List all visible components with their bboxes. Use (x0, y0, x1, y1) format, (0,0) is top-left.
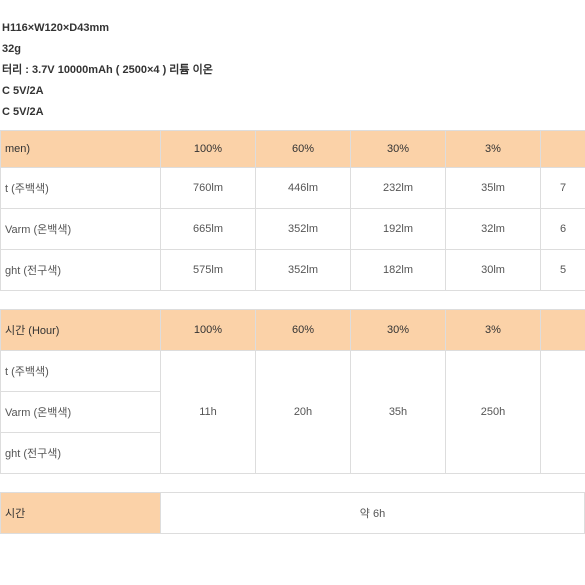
charge-table: 시간 약 6h (0, 492, 585, 534)
cell: 232lm (351, 168, 446, 209)
spec-dimensions: H116×W120×D43mm (0, 18, 585, 39)
hour-table: 시간 (Hour) 100% 60% 30% 3% t (주백색) 11h 20… (0, 309, 585, 474)
table-row: ght (전구색) 575lm 352lm 182lm 30lm 5 (1, 250, 585, 291)
cell: 35h (351, 351, 446, 474)
lumen-table: men) 100% 60% 30% 3% t (주백색) 760lm 446lm… (0, 130, 585, 291)
col-100: 100% (161, 310, 256, 351)
cell: 7 (541, 168, 585, 209)
col-last (541, 310, 585, 351)
spec-input: C 5V/2A (0, 81, 585, 102)
row-label: Varm (온백색) (1, 392, 161, 433)
cell: 11h (161, 351, 256, 474)
cell (541, 351, 585, 474)
cell: 32lm (446, 209, 541, 250)
cell: 250h (446, 351, 541, 474)
charge-label: 시간 (1, 493, 161, 534)
spec-battery: 터리 : 3.7V 10000mAh ( 2500×4 ) 리튬 이온 (0, 60, 585, 81)
col-60: 60% (256, 131, 351, 168)
table-row: 시간 약 6h (1, 493, 585, 534)
spec-list: H116×W120×D43mm 32g 터리 : 3.7V 10000mAh (… (0, 0, 585, 130)
cell: 5 (541, 250, 585, 291)
cell: 6 (541, 209, 585, 250)
cell: 760lm (161, 168, 256, 209)
col-60: 60% (256, 310, 351, 351)
hour-header-main: 시간 (Hour) (1, 310, 161, 351)
col-3: 3% (446, 310, 541, 351)
charge-value: 약 6h (161, 493, 585, 534)
row-label: ght (전구색) (1, 433, 161, 474)
row-label: t (주백색) (1, 351, 161, 392)
cell: 35lm (446, 168, 541, 209)
cell: 352lm (256, 250, 351, 291)
cell: 30lm (446, 250, 541, 291)
spec-weight: 32g (0, 39, 585, 60)
table-row: t (주백색) 760lm 446lm 232lm 35lm 7 (1, 168, 585, 209)
cell: 182lm (351, 250, 446, 291)
cell: 352lm (256, 209, 351, 250)
table-header-row: 시간 (Hour) 100% 60% 30% 3% (1, 310, 585, 351)
table-row: t (주백색) 11h 20h 35h 250h (1, 351, 585, 392)
cell: 446lm (256, 168, 351, 209)
col-3: 3% (446, 131, 541, 168)
table-row: Varm (온백색) 665lm 352lm 192lm 32lm 6 (1, 209, 585, 250)
lumen-header-main: men) (1, 131, 161, 168)
row-label: ght (전구색) (1, 250, 161, 291)
spec-output: C 5V/2A (0, 102, 585, 123)
table-header-row: men) 100% 60% 30% 3% (1, 131, 585, 168)
cell: 192lm (351, 209, 446, 250)
cell: 575lm (161, 250, 256, 291)
row-label: Varm (온백색) (1, 209, 161, 250)
col-last (541, 131, 585, 168)
col-30: 30% (351, 310, 446, 351)
row-label: t (주백색) (1, 168, 161, 209)
cell: 665lm (161, 209, 256, 250)
col-30: 30% (351, 131, 446, 168)
col-100: 100% (161, 131, 256, 168)
cell: 20h (256, 351, 351, 474)
